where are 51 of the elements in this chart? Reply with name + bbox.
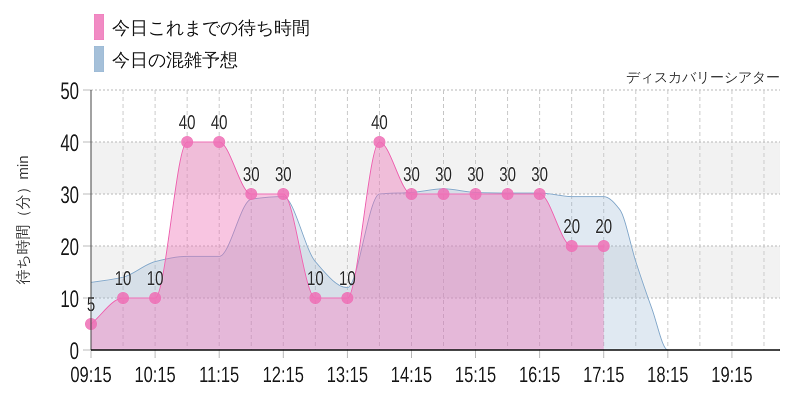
- point: [470, 188, 482, 200]
- y-tick-label: 0: [70, 338, 79, 365]
- y-axis-title: 待ち時間（分）min: [15, 155, 32, 285]
- data-label: 30: [467, 162, 484, 186]
- data-label: 40: [371, 110, 388, 134]
- x-tick-label: 10:15: [134, 362, 176, 388]
- point: [213, 136, 226, 148]
- point: [566, 240, 578, 252]
- point: [341, 292, 354, 304]
- x-tick-label: 13:15: [326, 362, 368, 388]
- y-tick-label: 50: [60, 78, 79, 105]
- data-label: 10: [114, 266, 132, 290]
- data-label: 40: [178, 110, 196, 134]
- x-tick-label: 12:15: [262, 362, 304, 388]
- x-tick-label: 19:15: [711, 362, 753, 388]
- data-label: 20: [595, 214, 612, 238]
- x-tick-label: 18:15: [647, 362, 688, 388]
- legend-label: 今日の混雑予想: [112, 50, 238, 70]
- y-tick-label: 10: [60, 286, 79, 313]
- x-tick-label: 17:15: [583, 362, 624, 388]
- point: [117, 292, 130, 304]
- data-label: 10: [306, 266, 324, 290]
- y-tick-label: 40: [60, 130, 79, 157]
- data-label: 30: [242, 162, 260, 186]
- x-tick-label: 14:15: [390, 362, 432, 388]
- point: [598, 240, 610, 252]
- y-tick-label: 20: [60, 234, 79, 261]
- x-tick-label: 11:15: [199, 362, 240, 388]
- point: [149, 292, 162, 304]
- data-label: 20: [563, 214, 580, 238]
- chart-subtitle: ディスカバリーシアター: [626, 69, 780, 85]
- point: [405, 188, 418, 200]
- data-label: 30: [274, 162, 292, 186]
- y-tick-label: 30: [60, 182, 79, 209]
- data-label: 30: [435, 162, 452, 186]
- x-tick-label: 16:15: [519, 362, 560, 388]
- point: [502, 188, 514, 200]
- point: [277, 188, 290, 200]
- data-label: 30: [531, 162, 548, 186]
- data-label: 30: [403, 162, 420, 186]
- point: [181, 136, 194, 148]
- point: [245, 188, 258, 200]
- data-label: 30: [499, 162, 516, 186]
- point: [534, 188, 546, 200]
- x-tick-label: 15:15: [454, 362, 496, 388]
- x-tick-label: 09:15: [70, 362, 112, 388]
- point: [373, 136, 386, 148]
- legend-label: 今日これまでの待ち時間: [112, 18, 310, 38]
- point: [438, 188, 450, 200]
- data-label: 40: [210, 110, 228, 134]
- point: [309, 292, 322, 304]
